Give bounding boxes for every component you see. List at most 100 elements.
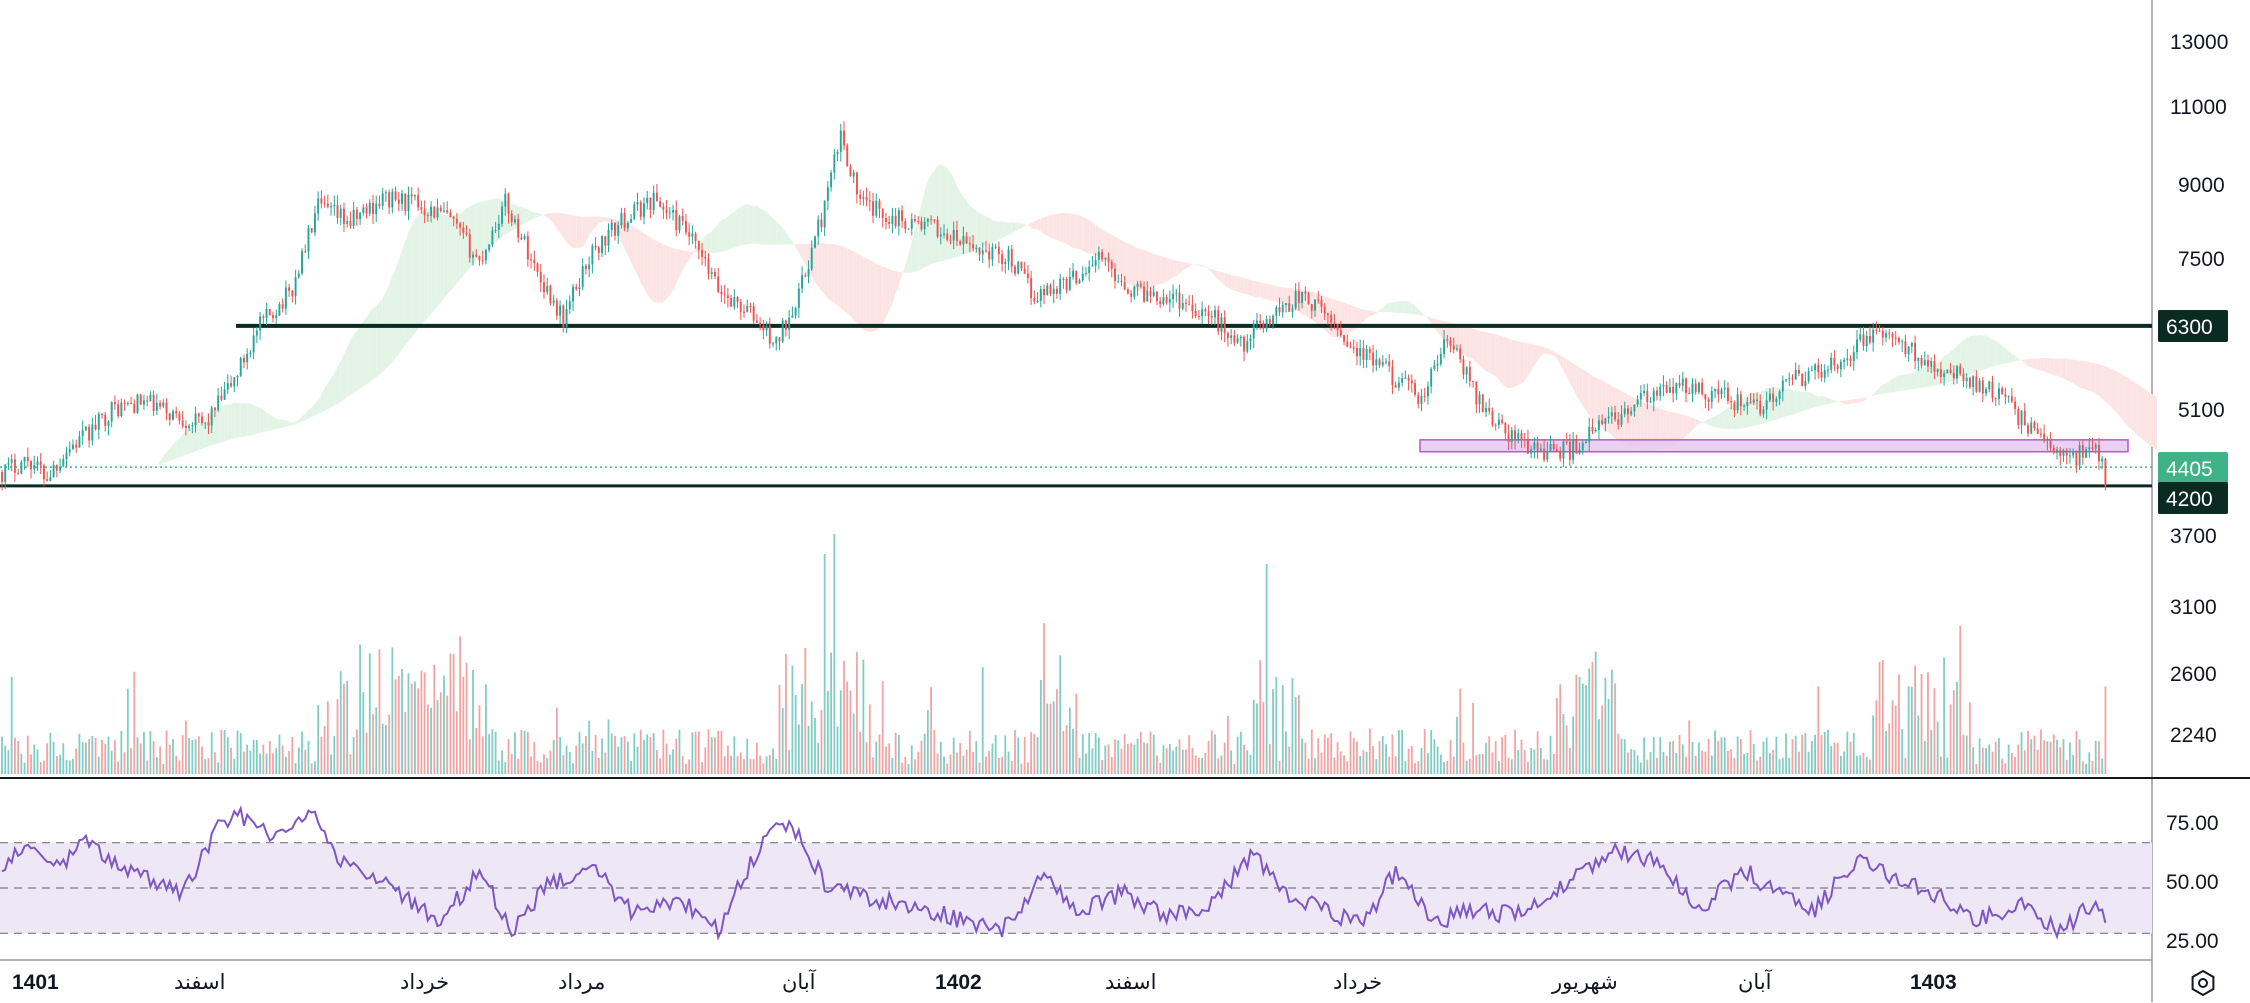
candle-body (285, 287, 287, 308)
volume-bar (188, 738, 190, 774)
candle-body (291, 291, 293, 296)
cloud-segment (1438, 319, 1441, 336)
volume-bar (146, 761, 148, 774)
cloud-segment (392, 269, 395, 362)
volume-bar (1811, 741, 1813, 774)
cloud-segment (1192, 264, 1195, 265)
candle-body (1301, 292, 1303, 303)
volume-bar (1617, 734, 1619, 774)
volume-bar (682, 756, 684, 774)
volume-bar (775, 759, 777, 774)
candle-body (756, 321, 758, 323)
volume-bar (1121, 749, 1123, 774)
candle-body (2008, 396, 2010, 397)
volume-bar (88, 739, 90, 774)
cloud-segment (1525, 343, 1528, 381)
volume-bar (1656, 758, 1658, 774)
volume-bar (862, 660, 864, 774)
volume-bar (553, 740, 555, 774)
cloud-segment (854, 251, 857, 323)
candle-body (566, 309, 568, 327)
volume-bar (1888, 723, 1890, 774)
volume-bar (1595, 652, 1597, 774)
volume-bar (2056, 740, 2058, 774)
volume-bar (204, 759, 206, 774)
volume-bar (1895, 706, 1897, 774)
volume-bar (66, 760, 68, 774)
candle-body (1979, 381, 1981, 392)
candle-body (459, 223, 461, 227)
candle-body (1375, 359, 1377, 365)
volume-bar (253, 740, 255, 774)
volume-bar (1062, 731, 1064, 774)
cloud-segment (2070, 359, 2073, 383)
candle-body (378, 204, 380, 206)
cloud-segment (1351, 305, 1354, 332)
candle-body (166, 402, 168, 413)
cloud-segment (341, 354, 344, 402)
candle-body (933, 219, 935, 220)
volume-bar (485, 684, 487, 774)
cloud-segment (1699, 421, 1702, 424)
candle-body (91, 425, 93, 441)
candle-body (879, 201, 881, 209)
cloud-segment (550, 213, 553, 225)
cloud-segment (886, 268, 889, 318)
volume-bar (1885, 731, 1887, 774)
cloud-segment (1815, 395, 1818, 407)
candle-body (404, 194, 406, 212)
volume-bar (1659, 737, 1661, 774)
candle-body (2082, 445, 2084, 457)
volume-bar (1501, 737, 1503, 774)
candle-body (1350, 347, 1352, 348)
candle-body (508, 194, 510, 214)
volume-bar (1666, 756, 1668, 774)
volume-bar (924, 734, 926, 774)
candle-body (137, 394, 139, 413)
cloud-segment (776, 221, 779, 244)
cloud-segment (121, 464, 124, 465)
cloud-segment (828, 244, 831, 302)
candle-body (1843, 360, 1845, 362)
volume-bar (837, 726, 839, 774)
volume-bar (1804, 733, 1806, 774)
volume-bar (1582, 684, 1584, 774)
volume-bar (1172, 751, 1174, 774)
rsi-axis-labels: 75.00 50.00 25.00 (2166, 812, 2219, 953)
settings-icon[interactable] (2188, 968, 2218, 998)
cloud-segment (2054, 358, 2057, 375)
candle-body (185, 426, 187, 428)
volume-bar (1140, 732, 1142, 774)
candle-body (830, 173, 832, 188)
time-tick: مرداد (558, 971, 605, 994)
volume-bar (1824, 732, 1826, 774)
volume-bar (1982, 748, 1984, 774)
cloud-segment (1728, 406, 1731, 429)
candle-body (178, 413, 180, 420)
volume-bar (1388, 757, 1390, 774)
candle-body (869, 200, 871, 201)
cloud-segment (1502, 336, 1505, 387)
candle-body (1617, 419, 1619, 424)
cloud-segment (909, 241, 912, 272)
cloud-segment (2083, 361, 2086, 389)
candle-body (162, 402, 164, 406)
candle-body (714, 272, 716, 276)
cloud-segment (147, 467, 150, 469)
cloud-segment (176, 438, 179, 458)
volume-bar (1643, 738, 1645, 774)
volume-bar (340, 671, 342, 774)
volume-bar (675, 739, 677, 774)
candle-body (1801, 374, 1803, 387)
candle-body (1685, 379, 1687, 393)
cloud-segment (1209, 268, 1212, 272)
candle-body (885, 218, 887, 222)
volume-bar (1301, 739, 1303, 774)
volume-bar (56, 756, 58, 774)
cloud-segment (2115, 371, 2118, 415)
volume-bar (1240, 732, 1242, 774)
volume-bar (998, 758, 1000, 774)
cloud-segment (1173, 260, 1176, 277)
volume-bar (1817, 686, 1819, 774)
candle-body (2004, 394, 2006, 396)
